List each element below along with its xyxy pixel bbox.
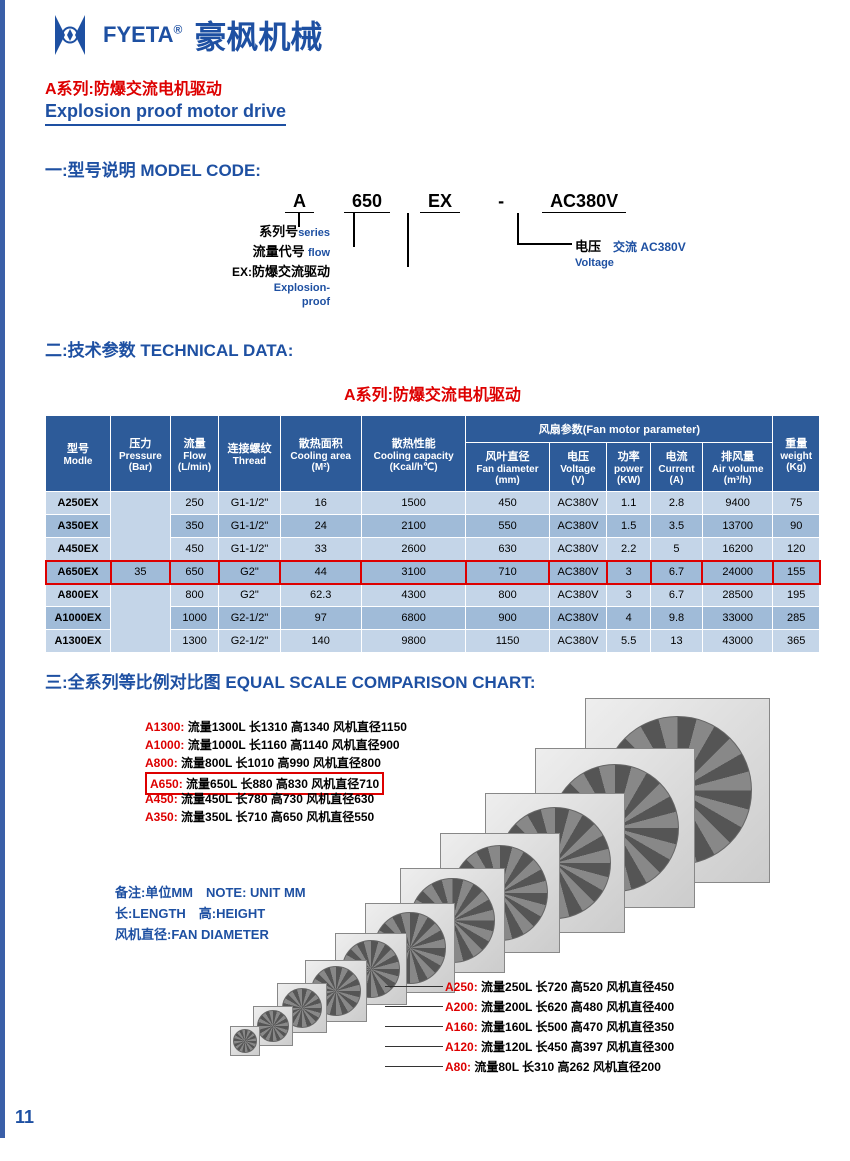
chart-label: A200: 流量200L 长620 高480 风机直径400 xyxy=(445,998,674,1015)
brand-header: FYETA® 豪枫机械 xyxy=(45,10,820,60)
section2-title: 二:技术参数 TECHNICAL DATA: xyxy=(45,336,820,361)
series-title-cn: A系列:防爆交流电机驱动 xyxy=(45,75,820,99)
code-voltage: AC380V xyxy=(542,191,626,213)
code-dash: - xyxy=(490,191,512,213)
label-flow: 流量代号 flow xyxy=(240,241,330,260)
chart-label: A800: 流量800L 长1010 高990 风机直径800 xyxy=(145,754,381,771)
table-row: A800EX800G2"62.34300800AC380V36.72850019… xyxy=(46,584,820,607)
comparison-chart: A1300: 流量1300L 长1310 高1340 风机直径1150A1000… xyxy=(45,708,820,1108)
code-flow: 650 xyxy=(344,191,390,213)
table-row: A650EX35650G2"443100710AC380V36.72400015… xyxy=(46,561,820,584)
label-series: 系列号series xyxy=(240,221,330,240)
chart-label: A160: 流量160L 长500 高470 风机直径350 xyxy=(445,1018,674,1035)
brand-cn: 豪枫机械 xyxy=(194,12,322,58)
fan-unit xyxy=(230,1026,260,1056)
logo-icon xyxy=(45,10,95,60)
chart-label: A1000: 流量1000L 长1160 高1140 风机直径900 xyxy=(145,736,400,753)
chart-label: A120: 流量120L 长450 高397 风机直径300 xyxy=(445,1038,674,1055)
table-title: A系列:防爆交流电机驱动 xyxy=(45,381,820,405)
page-number: 11 xyxy=(15,1107,34,1128)
chart-label: A1300: 流量1300L 长1310 高1340 风机直径1150 xyxy=(145,718,407,735)
code-ex: EX xyxy=(420,191,460,213)
section3-title: 三:全系列等比例对比图 EQUAL SCALE COMPARISON CHART… xyxy=(45,668,820,693)
model-code-diagram: A 650 EX - AC380V 系列号series 流量代号 flow EX… xyxy=(85,191,820,321)
chart-label: A350: 流量350L 长710 高650 风机直径550 xyxy=(145,808,374,825)
chart-label: A250: 流量250L 长720 高520 风机直径450 xyxy=(445,978,674,995)
chart-label: A80: 流量80L 长310 高262 风机直径200 xyxy=(445,1058,661,1075)
code-series: A xyxy=(285,191,314,213)
label-ex: EX:防爆交流驱动Explosion-proof xyxy=(225,261,330,308)
section1-title: 一:型号说明 MODEL CODE: xyxy=(45,156,820,181)
series-title-en: Explosion proof motor drive xyxy=(45,101,286,126)
tech-table: 型号Modle压力Pressure(Bar)流量Flow(L/min)连接螺纹T… xyxy=(45,415,820,653)
label-voltage: 电压 交流 AC380VVoltage xyxy=(575,236,686,269)
chart-label: A450: 流量450L 长780 高730 风机直径630 xyxy=(145,790,374,807)
brand-en: FYETA® xyxy=(103,22,182,48)
table-row: A250EX250G1-1/2"161500450AC380V1.12.8940… xyxy=(46,492,820,515)
chart-note: 备注:单位MM NOTE: UNIT MM 长:LENGTH 高:HEIGHT … xyxy=(115,883,306,945)
